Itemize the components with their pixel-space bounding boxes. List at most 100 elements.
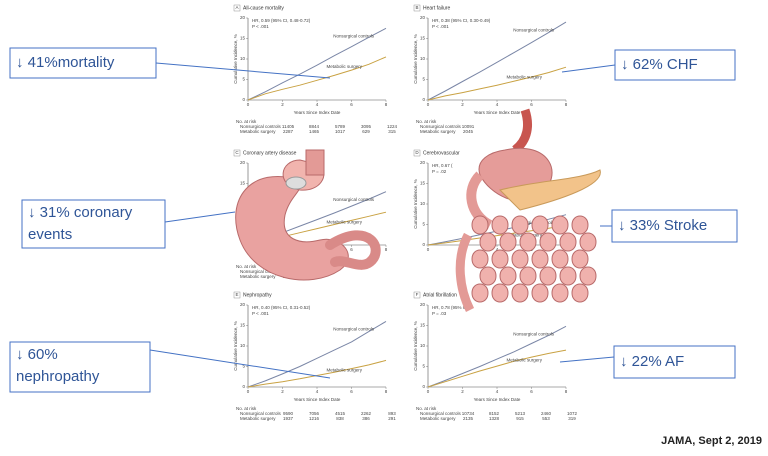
intestine-loop xyxy=(512,284,528,302)
x-tick-label: 4 xyxy=(316,102,319,107)
intestine-loop xyxy=(512,250,528,268)
y-tick-label: 15 xyxy=(420,36,426,41)
y-tick-label: 5 xyxy=(422,222,425,227)
at-risk-count: 291 xyxy=(388,416,396,421)
intestine-loop xyxy=(572,216,588,234)
y-tick-label: 20 xyxy=(420,302,426,307)
y-tick-label: 5 xyxy=(242,77,245,82)
y-tick-label: 20 xyxy=(240,15,246,20)
x-axis-label: Years Since Index Date xyxy=(474,110,521,115)
hazard-ratio: HR, 0.78 (95% CI, xyxy=(432,305,469,310)
at-risk-count: 915 xyxy=(516,416,524,421)
at-risk-count: 319 xyxy=(568,416,576,421)
intestine-loop xyxy=(552,216,568,234)
series-line xyxy=(248,28,386,100)
y-tick-label: 0 xyxy=(242,97,245,102)
stomach-illustration xyxy=(236,150,376,280)
at-risk-row-label: Metabolic surgery xyxy=(420,416,456,421)
y-tick-label: 10 xyxy=(240,56,246,61)
x-tick-label: 6 xyxy=(350,102,353,107)
series-label: Nonsurgical controls xyxy=(513,27,555,32)
callout-text: ↓ 22% AF xyxy=(620,353,684,370)
y-tick-label: 5 xyxy=(422,364,425,369)
intestine-loop xyxy=(560,267,576,285)
series-label: Metabolic surgery xyxy=(506,357,542,362)
series-label: Nonsurgical controls xyxy=(333,327,375,332)
x-axis-label: Years Since Index Date xyxy=(474,397,521,402)
y-tick-label: 0 xyxy=(422,242,425,247)
y-tick-label: 15 xyxy=(420,181,426,186)
at-risk-count: 553 xyxy=(542,416,550,421)
axes xyxy=(248,305,386,387)
p-value: P < .001 xyxy=(432,24,449,29)
x-tick-label: 6 xyxy=(350,247,353,252)
at-risk-count: 1216 xyxy=(309,416,320,421)
y-axis-label: Cumulative Incidence, % xyxy=(413,34,418,84)
intestine-illustration xyxy=(460,110,600,310)
hazard-ratio: HR, 0.67 ( xyxy=(432,163,453,168)
esophagus-tube xyxy=(515,110,528,150)
at-risk-count: 838 xyxy=(336,416,344,421)
at-risk-row-label: Metabolic surgery xyxy=(240,274,276,279)
intestine-loop xyxy=(572,250,588,268)
series-label: Metabolic surgery xyxy=(326,219,362,224)
panel-title: Coronary artery disease xyxy=(243,150,297,156)
series-label: Nonsurgical controls xyxy=(333,33,375,38)
y-tick-label: 15 xyxy=(240,323,246,328)
y-tick-label: 20 xyxy=(420,15,426,20)
series-line xyxy=(428,67,566,100)
series-label: Metabolic surgery xyxy=(326,64,362,69)
x-tick-label: 2 xyxy=(281,389,284,394)
x-tick-label: 8 xyxy=(385,102,388,107)
y-tick-label: 5 xyxy=(422,77,425,82)
intestine-loop xyxy=(472,216,488,234)
intestine-loop xyxy=(540,267,556,285)
y-tick-label: 10 xyxy=(420,343,426,348)
callout-connector xyxy=(560,357,614,362)
x-axis-label: Years Since Index Date xyxy=(294,397,341,402)
at-risk-count: 2287 xyxy=(283,129,294,134)
at-risk-count: 2135 xyxy=(463,416,474,421)
intestine-loop xyxy=(520,233,536,251)
callout-connector xyxy=(562,65,615,72)
x-tick-label: 8 xyxy=(565,389,568,394)
intestine-loop xyxy=(532,250,548,268)
callout-connector xyxy=(150,350,330,378)
x-tick-label: 0 xyxy=(427,247,430,252)
series-label: Metabolic surgery xyxy=(326,368,362,373)
intestine-loop xyxy=(492,284,508,302)
x-axis-label: Years Since Index Date xyxy=(294,110,341,115)
at-risk-count: 315 xyxy=(388,129,396,134)
series-label: Nonsurgical controls xyxy=(333,197,375,202)
intestine-loop xyxy=(580,233,596,251)
y-axis-label: Cumulative Incidence, % xyxy=(413,179,418,229)
at-risk-count: 1328 xyxy=(489,416,500,421)
y-tick-label: 20 xyxy=(240,302,246,307)
callout-text: ↓ 33% Stroke xyxy=(618,217,707,234)
slide: JAMA, Sept 2, 2019 0510152002468Nonsurgi… xyxy=(0,0,768,456)
intestine-loop xyxy=(532,216,548,234)
axes xyxy=(428,305,566,387)
p-value: P < .001 xyxy=(252,311,269,316)
x-tick-label: 0 xyxy=(247,389,250,394)
at-risk-count: 629 xyxy=(362,129,370,134)
y-tick-label: 10 xyxy=(420,201,426,206)
y-tick-label: 15 xyxy=(240,181,246,186)
y-tick-label: 0 xyxy=(422,384,425,389)
hazard-ratio: HR, 0.59 (95% CI, 0.48-0.72) xyxy=(252,18,311,23)
intestine-loop xyxy=(500,267,516,285)
intestine-loop xyxy=(500,233,516,251)
panel-title: Heart failure xyxy=(423,5,450,11)
panel-title: Atrial fibrillation xyxy=(423,292,457,298)
y-tick-label: 15 xyxy=(420,323,426,328)
intestine-loop xyxy=(560,233,576,251)
y-tick-label: 10 xyxy=(240,343,246,348)
y-tick-label: 20 xyxy=(420,160,426,165)
intestine-loop xyxy=(552,284,568,302)
y-tick-label: 0 xyxy=(242,384,245,389)
esophagus xyxy=(306,150,324,175)
intestine-loop xyxy=(552,250,568,268)
at-risk-count: 1465 xyxy=(309,129,320,134)
x-tick-label: 6 xyxy=(530,389,533,394)
x-tick-label: 6 xyxy=(350,389,353,394)
